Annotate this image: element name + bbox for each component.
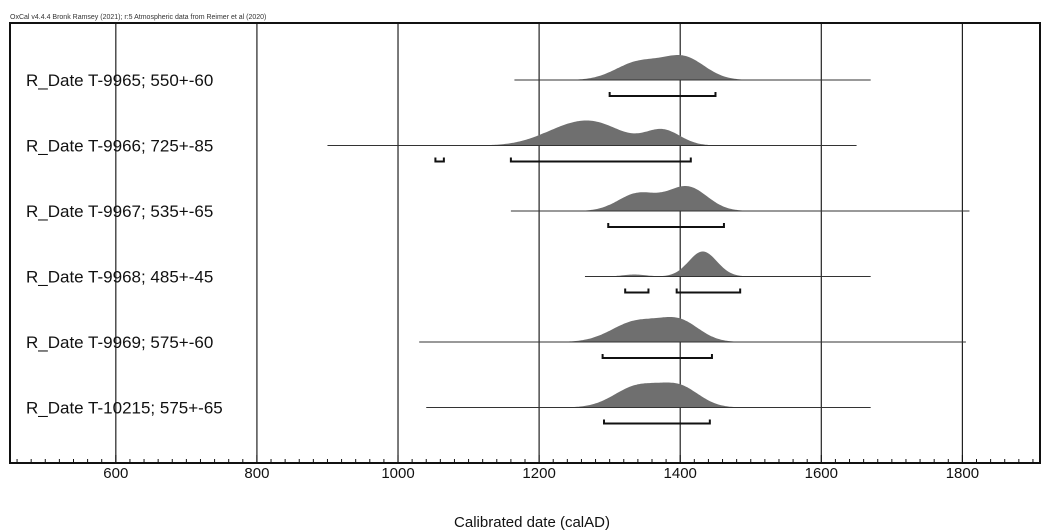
- sample-label: R_Date T-9967; 535+-65: [26, 202, 213, 221]
- sample-label: R_Date T-9966; 725+-85: [26, 137, 213, 156]
- sample-label: R_Date T-9969; 575+-60: [26, 333, 213, 352]
- distribution-area: [510, 186, 970, 211]
- range-bracket: [607, 223, 725, 228]
- tick-label-1400: 1400: [664, 465, 697, 482]
- range-bracket: [601, 354, 713, 359]
- sample-labels: R_Date T-9965; 550+-60 R_Date T-9966; 725…: [26, 71, 223, 418]
- range-bracket: [608, 92, 717, 97]
- x-axis: 600 800 1000 1200 1400 1600 1800: [16, 455, 1034, 482]
- sample-label: R_Date T-10215; 575+-65: [26, 399, 223, 418]
- distribution-area: [419, 317, 966, 342]
- distribution-area: [426, 382, 871, 408]
- tick-label-1000: 1000: [381, 465, 414, 482]
- sample-label: R_Date T-9968; 485+-45: [26, 268, 213, 287]
- distribution-area: [585, 251, 871, 277]
- grid-lines: [115, 23, 963, 463]
- credit-text: OxCal v4.4.4 Bronk Ramsey (2021); r:5 At…: [10, 14, 266, 21]
- distributions: [327, 55, 970, 425]
- x-axis-title: Calibrated date (calAD): [454, 514, 610, 531]
- tick-label-1600: 1600: [805, 465, 838, 482]
- range-bracket: [624, 288, 650, 294]
- distribution-area: [514, 55, 871, 80]
- tick-label-1200: 1200: [522, 465, 555, 482]
- tick-label-1800: 1800: [946, 465, 979, 482]
- range-bracket: [603, 419, 711, 425]
- tick-label-600: 600: [103, 465, 128, 482]
- tick-label-800: 800: [244, 465, 269, 482]
- range-bracket: [675, 288, 742, 294]
- sample-label: R_Date T-9965; 550+-60: [26, 71, 213, 90]
- distribution-area: [327, 120, 857, 146]
- range-bracket: [434, 157, 445, 163]
- range-bracket: [509, 157, 692, 163]
